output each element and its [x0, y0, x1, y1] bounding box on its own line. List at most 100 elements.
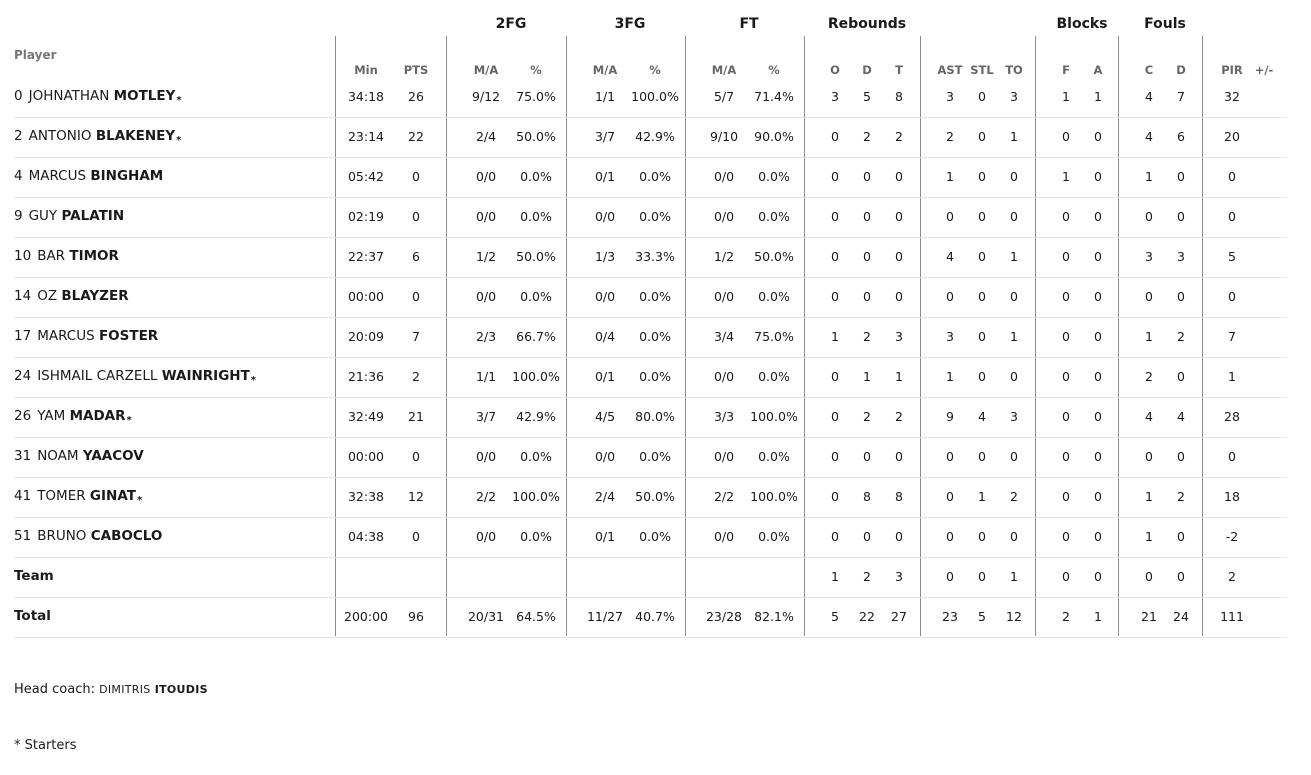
stat-cell: 2	[895, 129, 903, 144]
stat-cell: 0	[978, 89, 986, 104]
stat-cell: 1/2	[475, 249, 497, 264]
stat-cell: 3	[1010, 89, 1018, 104]
stat-cell: 3	[1145, 249, 1153, 264]
stat-cell: 0	[1228, 449, 1236, 464]
row-divider	[14, 117, 1286, 118]
stat-cell: 1	[895, 369, 903, 384]
stat-cell: 0	[946, 569, 954, 584]
stat-cell: 100.0%	[512, 369, 560, 384]
stat-cell: 0	[1010, 369, 1018, 384]
stat-cell: 0	[1177, 369, 1185, 384]
group-header-rebounds: Rebounds	[827, 16, 907, 32]
stat-cell: 0	[1228, 209, 1236, 224]
stat-cell: 0	[946, 489, 954, 504]
stat-cell: 1	[1145, 489, 1153, 504]
player-name: 51 BRUNO CABOCLO	[14, 528, 162, 544]
stat-cell: 0	[895, 209, 903, 224]
stat-cell: 4	[1145, 89, 1153, 104]
subheader: AST	[937, 63, 963, 77]
stat-cell: 0/0	[713, 169, 735, 184]
stat-cell: 0	[1094, 249, 1102, 264]
stat-cell: 0	[863, 289, 871, 304]
stat-cell: 0	[1094, 409, 1102, 424]
row-divider	[14, 637, 1286, 638]
stat-cell: 111	[1220, 609, 1244, 624]
stat-cell: -2	[1225, 529, 1239, 544]
stat-cell: 21	[1141, 609, 1157, 624]
subheader: M/A	[592, 63, 618, 77]
stat-cell: 1	[1094, 89, 1102, 104]
player-last-name: GINAT	[89, 488, 136, 504]
stat-cell: 0.0%	[520, 169, 552, 184]
head-coach-label: Head coach:	[14, 682, 95, 697]
player-name: 31 NOAM YAACOV	[14, 448, 144, 464]
player-last-name: CABOCLO	[90, 528, 163, 544]
stat-cell: 0	[1145, 209, 1153, 224]
player-last-name: MOTLEY	[113, 88, 176, 104]
subheader: D	[862, 63, 872, 77]
starter-mark: *	[176, 135, 182, 146]
stat-cell: 0	[831, 249, 839, 264]
stat-cell: 0	[946, 529, 954, 544]
stat-cell: 33.3%	[635, 249, 675, 264]
stat-cell: 2	[863, 569, 871, 584]
stat-cell: 0	[946, 449, 954, 464]
stat-cell: 0	[978, 529, 986, 544]
column-divider	[446, 36, 447, 636]
stat-cell: 0	[1094, 569, 1102, 584]
stat-cell: 2	[946, 129, 954, 144]
subheader: M/A	[711, 63, 737, 77]
stat-cell: 0	[1094, 449, 1102, 464]
stat-cell: 0	[863, 169, 871, 184]
subheader: PIR	[1221, 63, 1243, 77]
stat-cell: 1	[831, 569, 839, 584]
stat-cell: 0	[946, 289, 954, 304]
stat-cell: 0.0%	[639, 209, 671, 224]
stat-cell: 27	[891, 609, 907, 624]
stat-cell: 1	[863, 369, 871, 384]
player-name: 41 TOMER GINAT*	[14, 488, 142, 506]
player-first-name: OZ	[37, 288, 58, 304]
stat-cell: 2	[863, 329, 871, 344]
row-divider	[14, 317, 1286, 318]
row-divider	[14, 157, 1286, 158]
stat-cell: 0	[412, 169, 420, 184]
stat-cell: 2	[895, 409, 903, 424]
stat-cell: 0	[1094, 289, 1102, 304]
row-divider	[14, 437, 1286, 438]
stat-cell: 0.0%	[758, 449, 790, 464]
player-number: 41	[14, 488, 32, 504]
player-number: 14	[14, 288, 32, 304]
stat-cell: 22:37	[347, 249, 385, 264]
stat-cell: 3	[946, 89, 954, 104]
stat-cell: 2/4	[594, 489, 616, 504]
stat-cell: 3	[895, 329, 903, 344]
stat-cell: 4	[946, 249, 954, 264]
stat-cell: 02:19	[347, 209, 385, 224]
stat-cell: 0	[831, 449, 839, 464]
stat-cell: 0	[978, 249, 986, 264]
stat-cell: 0	[1062, 249, 1070, 264]
stat-cell: 96	[408, 609, 424, 624]
stat-cell: 0	[978, 369, 986, 384]
stat-cell: 0	[1010, 209, 1018, 224]
column-divider	[1035, 36, 1036, 636]
stat-cell: 0	[1010, 529, 1018, 544]
stat-cell: 23	[942, 609, 958, 624]
stat-cell: 9	[946, 409, 954, 424]
stat-cell: 23:14	[347, 129, 385, 144]
stat-cell: 24	[1173, 609, 1189, 624]
stat-cell: 1	[978, 489, 986, 504]
stat-cell: 0/1	[594, 369, 616, 384]
stat-cell: 66.7%	[516, 329, 556, 344]
stat-cell: 0	[863, 449, 871, 464]
stat-cell: 90.0%	[754, 129, 794, 144]
stat-cell: 50.0%	[635, 489, 675, 504]
stat-cell: 12	[408, 489, 424, 504]
row-divider	[14, 597, 1286, 598]
stat-cell: 0	[895, 169, 903, 184]
stat-cell: 0.0%	[520, 209, 552, 224]
player-name: 9 GUY PALATIN	[14, 208, 124, 224]
stat-cell: 0/0	[713, 529, 735, 544]
stat-cell: 1	[1094, 609, 1102, 624]
